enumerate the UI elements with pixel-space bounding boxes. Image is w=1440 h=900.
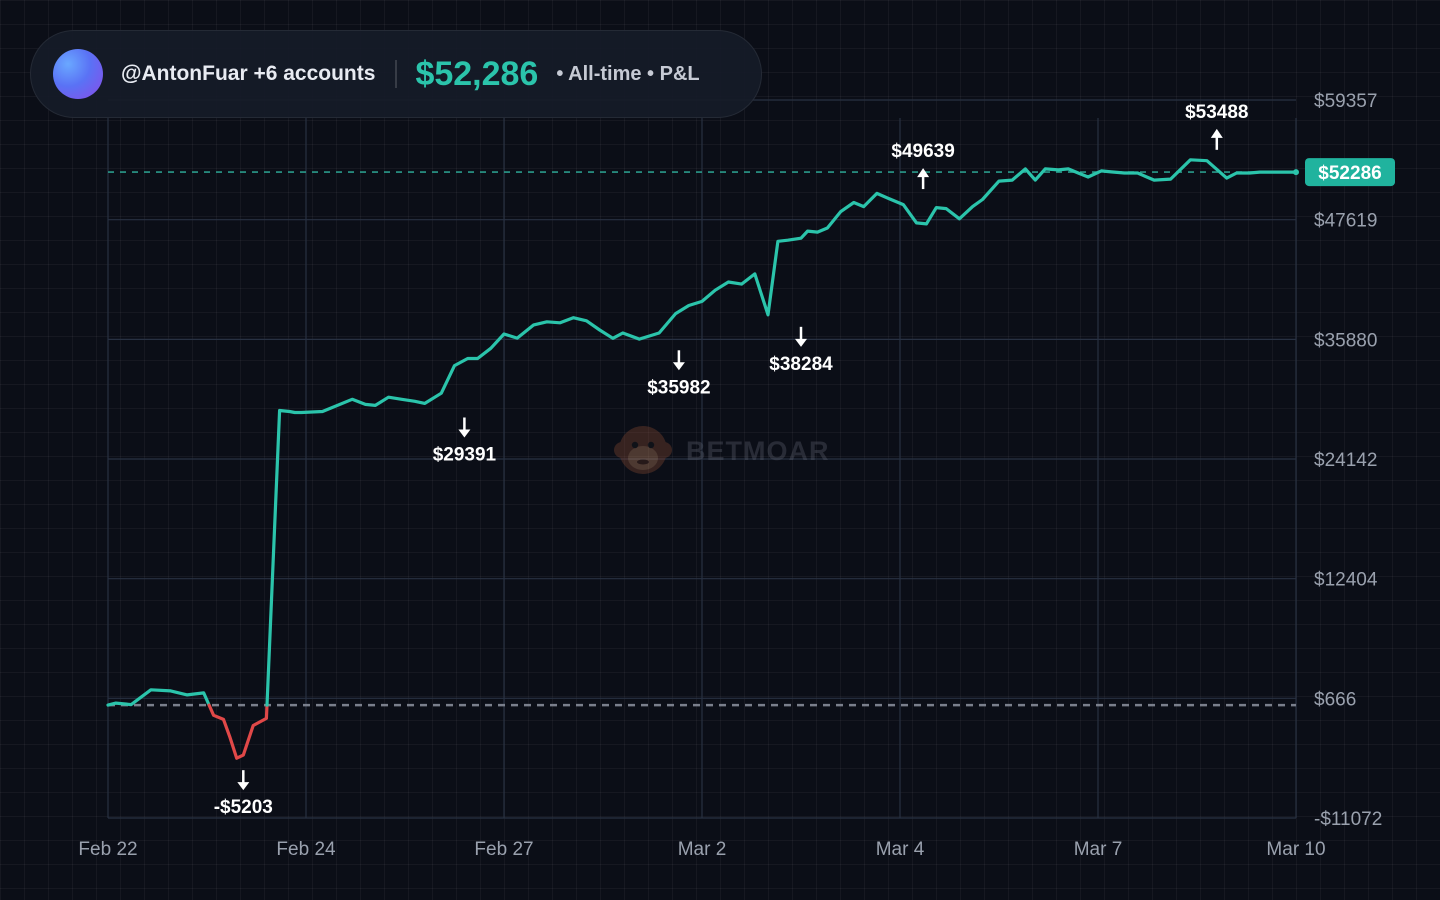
x-tick-label: Mar 10	[1266, 839, 1325, 860]
annotation-2: $35982	[647, 350, 711, 398]
annotation-label: $38284	[769, 354, 833, 375]
x-axis-labels: Feb 22 Feb 24 Feb 27 Mar 2 Mar 4 Mar 7 Mar 10	[78, 839, 1325, 860]
y-axis-labels: -$11072 $666 $12404 $24142 $35880 $47619 $5935…	[1314, 91, 1382, 830]
account-summary-header: @AntonFuar +6 accounts $52,286 • All-tim…	[30, 30, 762, 118]
chart-grid	[107, 99, 1297, 819]
annotation-arrow-down-icon	[795, 338, 807, 347]
monkey-logo-icon	[614, 426, 672, 474]
y-tick-label: $35880	[1314, 330, 1377, 351]
header-divider	[395, 60, 398, 88]
annotation-label: $29391	[433, 444, 497, 465]
annotation-label: $35982	[647, 377, 710, 398]
y-tick-label: $666	[1314, 689, 1356, 710]
x-tick-label: Mar 2	[678, 839, 727, 860]
annotation-4: $49639	[891, 141, 955, 190]
series-line-positive-0	[106, 688, 211, 707]
x-tick-label: Mar 4	[876, 839, 925, 860]
y-tick-label: $47619	[1314, 211, 1377, 232]
total-pnl-value: $52,286	[415, 54, 539, 93]
watermark-text: BETMOAR	[686, 436, 830, 466]
x-tick-label: Feb 24	[276, 839, 336, 860]
watermark: BETMOAR	[614, 426, 830, 474]
series-end-point	[1293, 169, 1299, 176]
current-value-badge-label: $52286	[1318, 163, 1381, 184]
annotations: -$5203 $29391 $35982 $38284 $49639 $53488	[214, 102, 1249, 818]
y-tick-label: $12404	[1314, 570, 1378, 591]
y-tick-label: $59357	[1314, 91, 1377, 112]
annotation-arrow-up-icon	[917, 168, 930, 178]
annotation-arrow-down-icon	[237, 782, 250, 791]
period-label: • All-time • P&L	[556, 62, 700, 85]
x-tick-label: Feb 27	[474, 839, 533, 860]
account-label[interactable]: @AntonFuar +6 accounts	[121, 62, 376, 85]
annotation-arrow-down-icon	[672, 362, 685, 371]
annotation-label: $49639	[891, 141, 954, 162]
annotation-5: $53488	[1185, 102, 1249, 150]
annotation-arrow-down-icon	[458, 429, 471, 438]
x-tick-label: Mar 7	[1074, 839, 1123, 860]
y-tick-label: -$11072	[1314, 809, 1382, 830]
current-value-badge-bg	[1305, 158, 1395, 187]
annotation-0: -$5203	[214, 770, 273, 818]
series-line-negative-1	[207, 703, 269, 760]
x-tick-label: Feb 22	[78, 839, 137, 860]
series-line-positive-2	[265, 158, 1298, 707]
annotation-1: $29391	[433, 417, 497, 465]
annotation-label: -$5203	[214, 797, 273, 818]
pnl-series	[106, 158, 1299, 760]
annotation-3: $38284	[769, 326, 833, 375]
annotation-arrow-up-icon	[1210, 128, 1223, 138]
y-tick-label: $24142	[1314, 450, 1377, 471]
current-value-badge: $52286	[1305, 158, 1395, 187]
annotation-label: $53488	[1185, 102, 1248, 123]
avatar[interactable]	[53, 49, 103, 99]
